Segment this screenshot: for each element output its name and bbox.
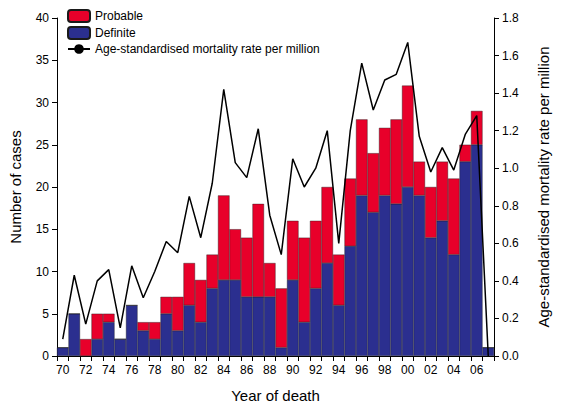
svg-text:5: 5 — [42, 307, 49, 321]
svg-text:1.8: 1.8 — [502, 11, 519, 25]
svg-text:1.6: 1.6 — [502, 49, 519, 63]
svg-text:Age-standardised mortality rat: Age-standardised mortality rate per mill… — [535, 47, 552, 328]
svg-text:98: 98 — [378, 363, 392, 377]
svg-text:Probable: Probable — [95, 9, 143, 23]
svg-text:0.4: 0.4 — [502, 274, 519, 288]
svg-text:35: 35 — [36, 53, 50, 67]
svg-text:70: 70 — [56, 363, 70, 377]
svg-text:1.0: 1.0 — [502, 161, 519, 175]
svg-text:90: 90 — [286, 363, 300, 377]
svg-text:25: 25 — [36, 138, 50, 152]
svg-text:0.6: 0.6 — [502, 236, 519, 250]
svg-text:72: 72 — [79, 363, 93, 377]
svg-text:78: 78 — [148, 363, 162, 377]
svg-text:94: 94 — [332, 363, 346, 377]
svg-text:92: 92 — [309, 363, 323, 377]
svg-text:88: 88 — [263, 363, 277, 377]
svg-text:0: 0 — [42, 349, 49, 363]
svg-text:0.8: 0.8 — [502, 199, 519, 213]
svg-text:00: 00 — [401, 363, 415, 377]
svg-text:Number of cases: Number of cases — [7, 130, 24, 243]
svg-text:10: 10 — [36, 265, 50, 279]
svg-text:Year of death: Year of death — [231, 387, 320, 404]
svg-text:96: 96 — [355, 363, 369, 377]
svg-text:84: 84 — [217, 363, 231, 377]
svg-text:80: 80 — [171, 363, 185, 377]
svg-text:02: 02 — [424, 363, 438, 377]
svg-text:0.0: 0.0 — [502, 349, 519, 363]
svg-text:Age-standardised mortality rat: Age-standardised mortality rate per mill… — [95, 42, 320, 56]
svg-text:1.2: 1.2 — [502, 124, 519, 138]
svg-text:Definite: Definite — [95, 26, 136, 40]
svg-text:0.2: 0.2 — [502, 311, 519, 325]
svg-text:86: 86 — [240, 363, 254, 377]
svg-text:1.4: 1.4 — [502, 86, 519, 100]
svg-text:74: 74 — [102, 363, 116, 377]
svg-text:15: 15 — [36, 222, 50, 236]
svg-text:04: 04 — [447, 363, 461, 377]
svg-text:30: 30 — [36, 96, 50, 110]
svg-text:20: 20 — [36, 180, 50, 194]
svg-text:82: 82 — [194, 363, 208, 377]
svg-text:06: 06 — [470, 363, 484, 377]
svg-text:76: 76 — [125, 363, 139, 377]
svg-text:40: 40 — [36, 11, 50, 25]
